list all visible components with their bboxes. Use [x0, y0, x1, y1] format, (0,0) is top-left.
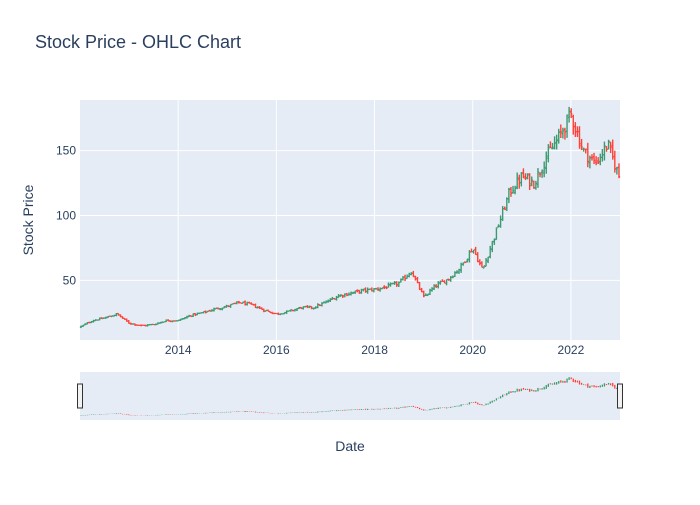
plot-area [80, 100, 620, 340]
ohlc-bar [138, 325, 140, 326]
y-tick-label: 50 [63, 273, 77, 287]
ohlc-bar [175, 320, 177, 321]
x-tick-label: 2016 [263, 343, 290, 357]
x-axis-title: Date [335, 438, 365, 454]
x-tick-label: 2020 [459, 343, 486, 357]
ohlc-bar [142, 325, 144, 326]
ohlc-bar [109, 316, 111, 317]
y-tick-label: 100 [56, 208, 76, 222]
y-axis-title: Stock Price [20, 184, 36, 255]
x-tick-label: 2022 [558, 343, 585, 357]
chart-title: Stock Price - OHLC Chart [35, 32, 241, 53]
x-tick-label: 2014 [165, 343, 192, 357]
rangeslider-background [80, 372, 620, 420]
ohlc-bar [153, 324, 155, 325]
ohlc-bar [234, 303, 236, 304]
ohlc-bar [96, 320, 98, 321]
rangeslider-handle-left[interactable] [78, 384, 83, 408]
y-tick-label: 150 [56, 144, 76, 158]
x-tick-label: 2018 [361, 343, 388, 357]
rangeslider-handle-right[interactable] [618, 384, 623, 408]
ohlc-bar [281, 313, 283, 314]
ohlc-bar [163, 322, 165, 323]
